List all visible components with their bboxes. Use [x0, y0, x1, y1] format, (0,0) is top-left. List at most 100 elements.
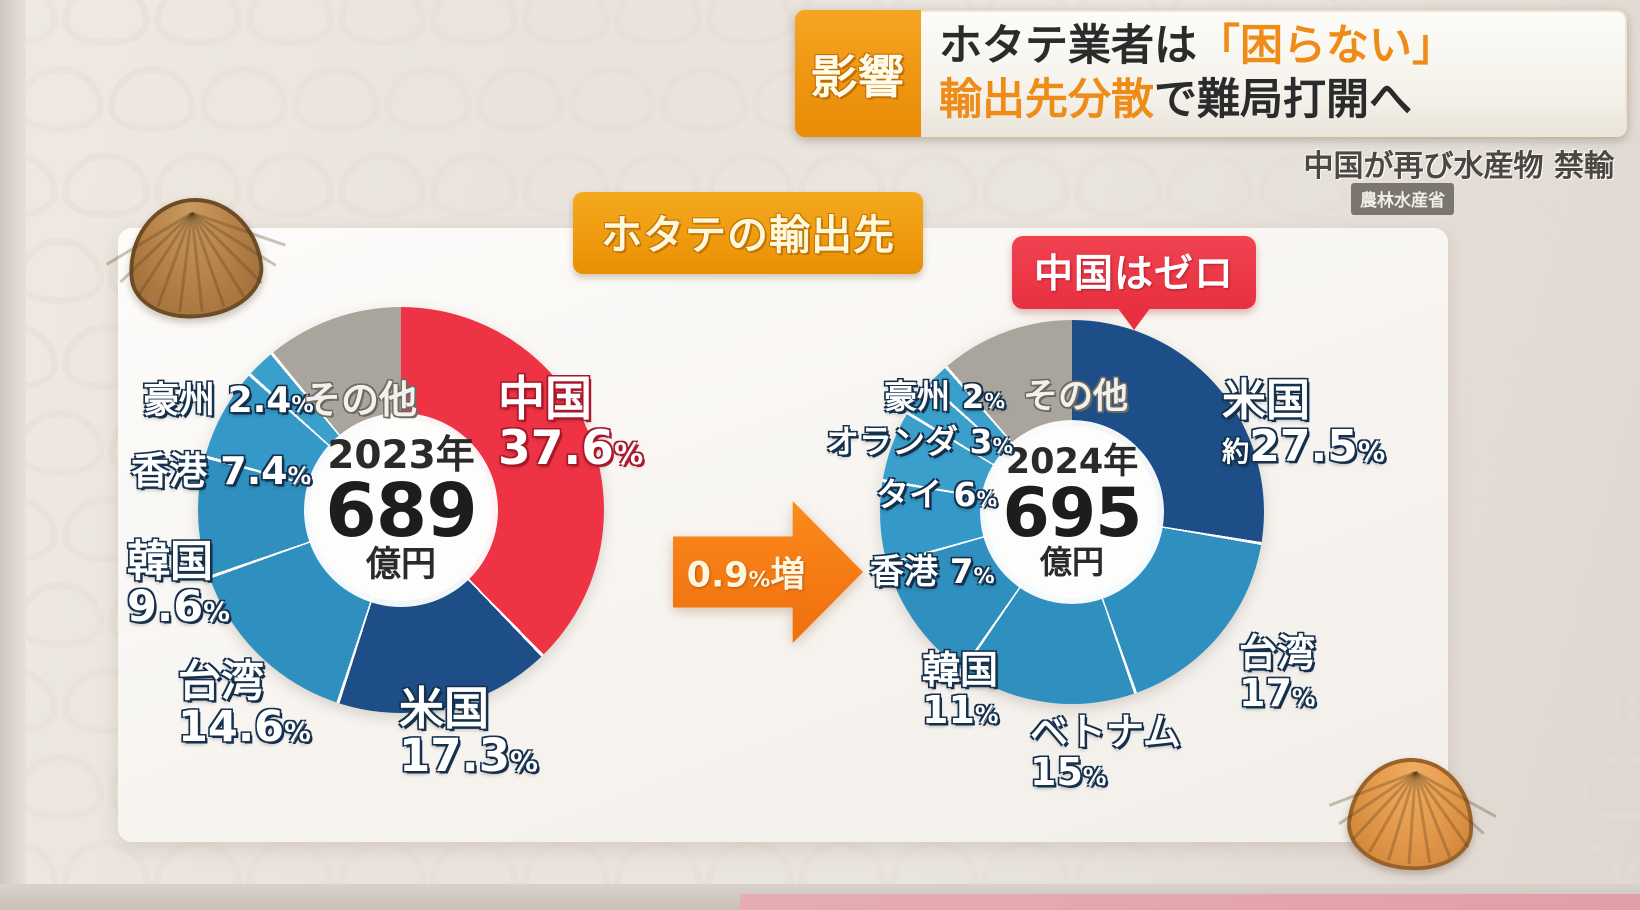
background-shell-glyph: [522, 0, 610, 46]
slice-label-china-2023: 中国 37.6%: [498, 375, 643, 474]
slice-name: オランダ: [826, 422, 958, 461]
background-shell-glyph: [1488, 582, 1576, 648]
background-shell-glyph: [982, 152, 1070, 218]
pie-center-year: 2023年: [327, 433, 475, 479]
source-attribution: 農林水産省: [1351, 183, 1454, 215]
growth-suffix: 増: [770, 555, 806, 596]
background-shell-glyph: [246, 152, 334, 218]
slice-percent: %: [203, 597, 230, 629]
slice-value: 11: [922, 687, 975, 732]
slice-value: 37.6: [498, 421, 614, 477]
slice-name: その他: [303, 378, 418, 422]
background-shell-glyph: [200, 66, 288, 132]
subheadline: 中国が再び水産物 禁輸: [1303, 149, 1614, 184]
background-shell-glyph: [476, 66, 564, 132]
slice-percent: %: [284, 717, 311, 749]
background-shell-glyph: [1580, 754, 1640, 820]
background-shell-glyph: [16, 410, 104, 476]
growth-percent: %: [748, 567, 771, 593]
background-shell-glyph: [430, 152, 518, 218]
slice-name: 韓国: [922, 648, 999, 692]
background-shell-glyph: [0, 152, 58, 218]
background-shell-glyph: [1626, 324, 1640, 390]
background-shell-glyph: [1442, 496, 1530, 562]
headline-line-1-accent: 「困らない」: [1197, 21, 1455, 72]
background-shell-glyph: [1626, 496, 1640, 562]
pie-center-unit: 億円: [365, 544, 436, 585]
background-shell-glyph: [16, 582, 104, 648]
pie-center-year: 2024年: [1005, 441, 1139, 482]
growth-value: 0.9: [686, 555, 749, 596]
background-shell-glyph: [1074, 152, 1162, 218]
background-shell-glyph: [338, 152, 426, 218]
headline-line-1-plain: ホタテ業者は: [939, 21, 1197, 72]
background-shell-glyph: [1580, 410, 1640, 476]
slice-label-other-2023: その他: [303, 378, 418, 422]
background-shell-glyph: [660, 66, 748, 132]
background-shell-glyph: [1166, 152, 1254, 218]
background-shell-glyph: [0, 0, 58, 46]
background-shell-glyph: [1534, 668, 1622, 734]
slice-label-taiwan-2024: 台湾 17%: [1239, 633, 1315, 714]
background-shell-glyph: [1488, 410, 1576, 476]
pie-chart-2024: 2024年 695 億円: [880, 320, 1264, 704]
pie-center-2024: 2024年 695 億円: [986, 426, 1158, 598]
background-left-strip: [0, 0, 26, 910]
background-shell-glyph: [1580, 238, 1640, 304]
background-shell-glyph: [1442, 324, 1530, 390]
background-shell-glyph: [154, 0, 242, 46]
slice-percent: %: [613, 437, 644, 472]
pie-center-value: 695: [1002, 473, 1143, 553]
background-shell-glyph: [1580, 582, 1640, 648]
background-shell-glyph: [0, 496, 58, 562]
slice-name: 台湾: [178, 657, 264, 707]
slice-prefix: 約: [1222, 437, 1250, 469]
slice-label-australia-2024: 豪州 2%: [884, 377, 1005, 416]
pie-center-2023: 2023年 689 億円: [310, 419, 492, 601]
slice-percent: %: [287, 462, 312, 490]
background-shell-glyph: [108, 66, 196, 132]
slice-value: 14.6: [178, 702, 285, 753]
slice-name: 中国: [498, 372, 592, 427]
slice-label-thailand-2024: タイ 6%: [876, 475, 997, 514]
slice-value: 3: [969, 422, 993, 461]
headline-line-1: ホタテ業者は「困らない」: [939, 20, 1611, 73]
slice-name: ベトナム: [1030, 710, 1181, 754]
slice-label-vietnam-2024: ベトナム 15%: [1030, 710, 1181, 793]
background-shell-glyph: [1534, 496, 1622, 562]
slice-name: 米国: [1222, 375, 1310, 426]
pie-chart-2023: 2023年 689 億円: [198, 307, 604, 713]
slice-value: 17.3: [399, 729, 511, 783]
background-shell-glyph: [1534, 324, 1622, 390]
slice-percent: %: [973, 563, 995, 588]
slice-label-other-2024: その他: [1023, 379, 1128, 416]
background-shell-glyph: [522, 152, 610, 218]
slice-label-korea-2023: 韓国 9.6%: [127, 537, 230, 630]
background-shell-glyph: [890, 152, 978, 218]
slice-label-hongkong-2023: 香港 7.4%: [131, 449, 312, 493]
background-shell-glyph: [1258, 152, 1346, 218]
background-shell-glyph: [1442, 668, 1530, 734]
slice-name: 韓国: [127, 537, 213, 587]
slice-label-australia-2023: 豪州 2.4%: [143, 382, 314, 420]
pie-center-value: 689: [325, 468, 477, 555]
slice-value: 2: [961, 377, 985, 416]
background-shell-glyph: [1488, 238, 1576, 304]
background-shell-glyph: [292, 66, 380, 132]
slice-name: 香港: [131, 449, 208, 493]
slice-label-taiwan-2023: 台湾 14.6%: [178, 657, 311, 753]
slice-name: タイ: [876, 475, 942, 514]
background-shell-glyph: [0, 324, 58, 390]
slice-name: 米国: [399, 682, 490, 735]
slice-percent: %: [291, 392, 314, 418]
background-shell-glyph: [16, 66, 104, 132]
growth-arrow-label: 0.9%増: [683, 547, 809, 598]
background-shell-glyph: [338, 0, 426, 46]
slice-name: 豪州: [884, 377, 950, 416]
headline-line-2-accent: 輸出先分散: [939, 74, 1154, 125]
slice-value: 2.4: [227, 380, 292, 421]
background-shell-glyph: [430, 0, 518, 46]
background-shell-glyph: [1488, 754, 1576, 820]
slice-name: その他: [1023, 377, 1129, 417]
